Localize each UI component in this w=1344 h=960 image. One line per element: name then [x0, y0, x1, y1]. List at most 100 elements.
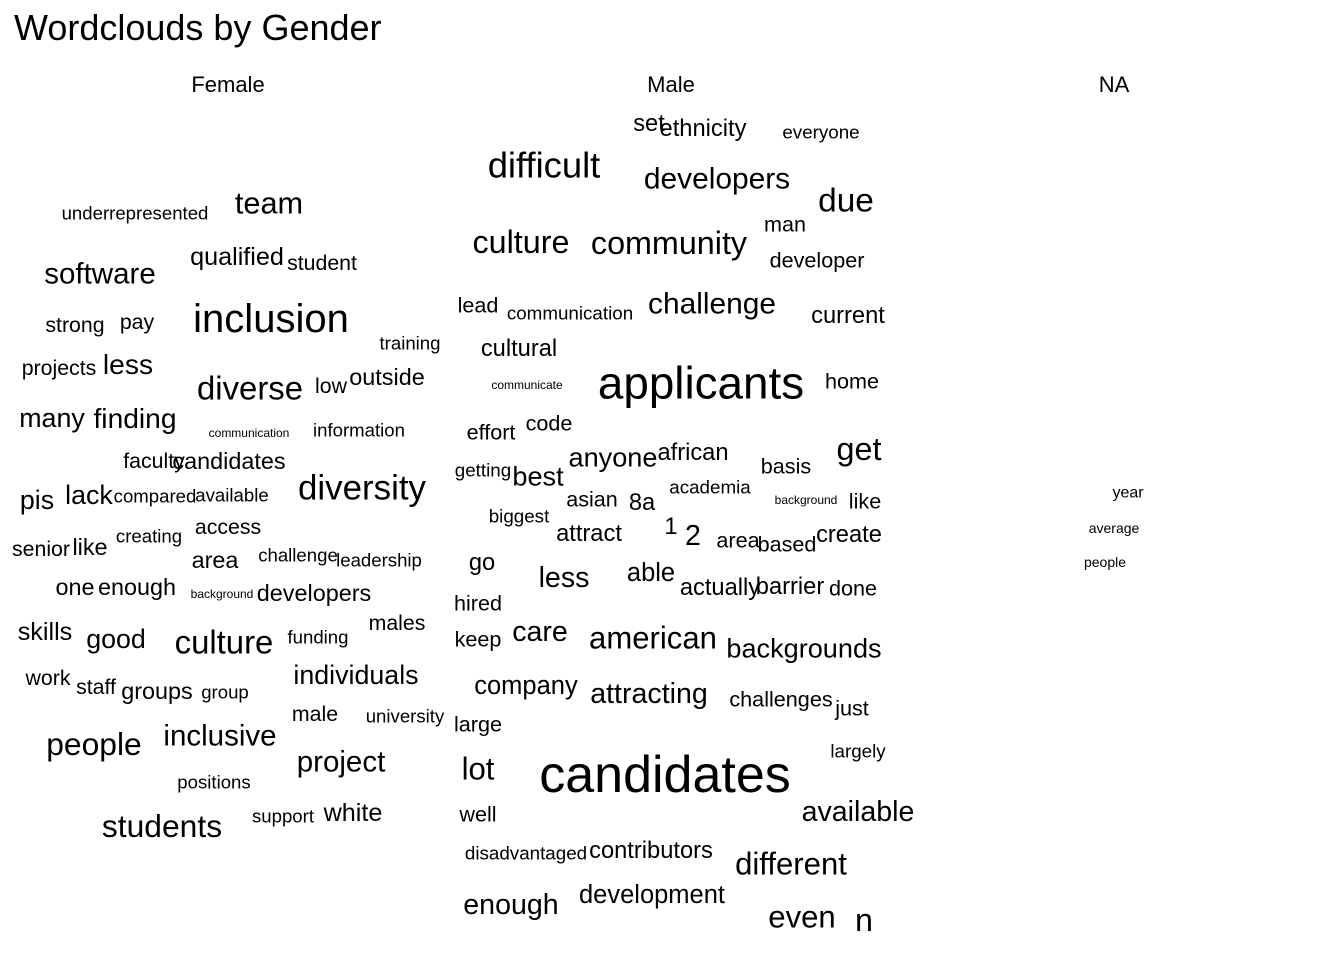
- word-male-hired: hired: [454, 591, 502, 616]
- word-female-low: low: [315, 374, 348, 398]
- word-female-communication: communication: [209, 426, 290, 440]
- word-male-disadvantaged: disadvantaged: [465, 843, 587, 864]
- word-male-cultural: cultural: [481, 336, 557, 362]
- word-male-go: go: [469, 550, 495, 576]
- word-female-white: white: [323, 799, 383, 827]
- word-male-lead: lead: [458, 293, 499, 318]
- wordcloud-female: inclusiondiversitydiverseculturestudents…: [12, 186, 445, 845]
- word-male-anyone: anyone: [569, 442, 658, 473]
- word-female-support: support: [252, 806, 315, 827]
- word-female-developers: developers: [257, 580, 371, 606]
- facet-title-female: Female: [191, 72, 265, 97]
- word-male-culture: culture: [473, 224, 570, 260]
- word-male-able: able: [627, 559, 675, 587]
- word-female-access: access: [195, 515, 261, 539]
- word-male-getting: getting: [455, 460, 511, 481]
- word-female-males: males: [369, 611, 426, 635]
- word-male-attracting: attracting: [590, 678, 708, 710]
- word-male-academia: academia: [669, 477, 751, 498]
- word-female-inclusive: inclusive: [163, 720, 276, 753]
- word-male-developer: developer: [770, 248, 865, 273]
- word-female-groups: groups: [121, 678, 193, 704]
- word-male-everyone: everyone: [782, 122, 859, 143]
- word-female-one: one: [55, 574, 94, 600]
- word-na-average: average: [1089, 520, 1140, 536]
- word-female-qualified: qualified: [190, 243, 284, 271]
- word-female-like: like: [72, 534, 107, 560]
- word-female-faculty: faculty: [123, 449, 185, 473]
- word-male-well: well: [458, 802, 496, 827]
- word-male-asian: asian: [566, 487, 618, 512]
- word-male-largely: largely: [830, 741, 886, 762]
- word-female-pay: pay: [120, 310, 155, 334]
- word-female-people: people: [46, 726, 141, 762]
- word-female-student: student: [287, 251, 357, 275]
- word-female-many: many: [19, 403, 85, 433]
- word-male-background: background: [775, 493, 838, 507]
- word-female-pis: pis: [20, 485, 54, 515]
- word-female-available: available: [195, 485, 268, 506]
- wordcloud-na: year average people: [1084, 485, 1144, 571]
- word-female-skills: skills: [18, 618, 73, 646]
- word-male-barrier: barrier: [756, 574, 825, 600]
- word-female-students: students: [102, 808, 222, 844]
- word-female-less: less: [103, 348, 153, 380]
- word-female-project: project: [297, 746, 386, 779]
- word-female-training: training: [380, 333, 441, 354]
- word-male-get: get: [837, 431, 882, 467]
- word-male-like: like: [849, 489, 881, 514]
- word-male-home: home: [825, 369, 879, 394]
- word-female-background: background: [191, 587, 254, 601]
- word-male-based: based: [758, 532, 817, 557]
- word-male-candidates: candidates: [539, 746, 791, 804]
- word-female-group: group: [201, 682, 249, 703]
- word-male-set: set: [633, 111, 665, 137]
- word-female-male: male: [292, 702, 338, 726]
- word-male-best: best: [512, 461, 564, 492]
- word-male-area: area: [716, 528, 760, 553]
- word-male-actually: actually: [680, 575, 760, 601]
- chart-title: Wordclouds by Gender: [14, 7, 382, 48]
- word-male-american: american: [589, 621, 717, 656]
- word-male-different: different: [735, 847, 847, 882]
- word-female-staff: staff: [76, 675, 116, 699]
- word-female-individuals: individuals: [293, 660, 418, 690]
- word-female-underrepresented: underrepresented: [62, 203, 209, 224]
- word-male-n: n: [855, 902, 873, 938]
- word-female-team: team: [235, 186, 303, 221]
- word-female-outside: outside: [349, 364, 424, 390]
- word-male-man: man: [764, 212, 806, 237]
- word-male-code: code: [526, 411, 573, 436]
- word-male-developers: developers: [644, 163, 790, 196]
- word-male-done: done: [829, 576, 877, 601]
- word-male-communication: communication: [507, 303, 633, 324]
- word-female-strong: strong: [45, 313, 104, 337]
- word-female-positions: positions: [177, 772, 250, 793]
- word-male-community: community: [591, 225, 748, 261]
- word-female-compared: compared: [114, 486, 197, 507]
- word-male-applicants: applicants: [598, 358, 804, 409]
- word-male-lot: lot: [462, 752, 495, 787]
- word-male-challenges: challenges: [729, 687, 832, 712]
- word-female-enough: enough: [98, 574, 176, 600]
- word-male-enough: enough: [463, 889, 558, 921]
- facet-title-male: Male: [647, 72, 695, 97]
- word-male-attract: attract: [556, 521, 622, 547]
- word-male-available: available: [802, 796, 915, 828]
- word-male-challenge: challenge: [648, 288, 776, 321]
- word-female-leadership: leadership: [336, 550, 422, 571]
- word-female-inclusion: inclusion: [193, 297, 349, 341]
- word-male-ethnicity: ethnicity: [660, 116, 747, 142]
- word-female-creating: creating: [116, 526, 182, 547]
- word-female-good: good: [86, 624, 146, 654]
- word-female-finding: finding: [93, 402, 176, 434]
- word-male-large: large: [454, 712, 502, 737]
- word-female-software: software: [44, 258, 156, 291]
- word-male-african: african: [657, 440, 728, 466]
- word-male-communicate: communicate: [491, 378, 563, 392]
- word-male-2: 2: [685, 520, 701, 552]
- word-female-university: university: [366, 706, 445, 727]
- word-male-contributors: contributors: [589, 838, 713, 864]
- word-female-candidates: candidates: [172, 448, 285, 474]
